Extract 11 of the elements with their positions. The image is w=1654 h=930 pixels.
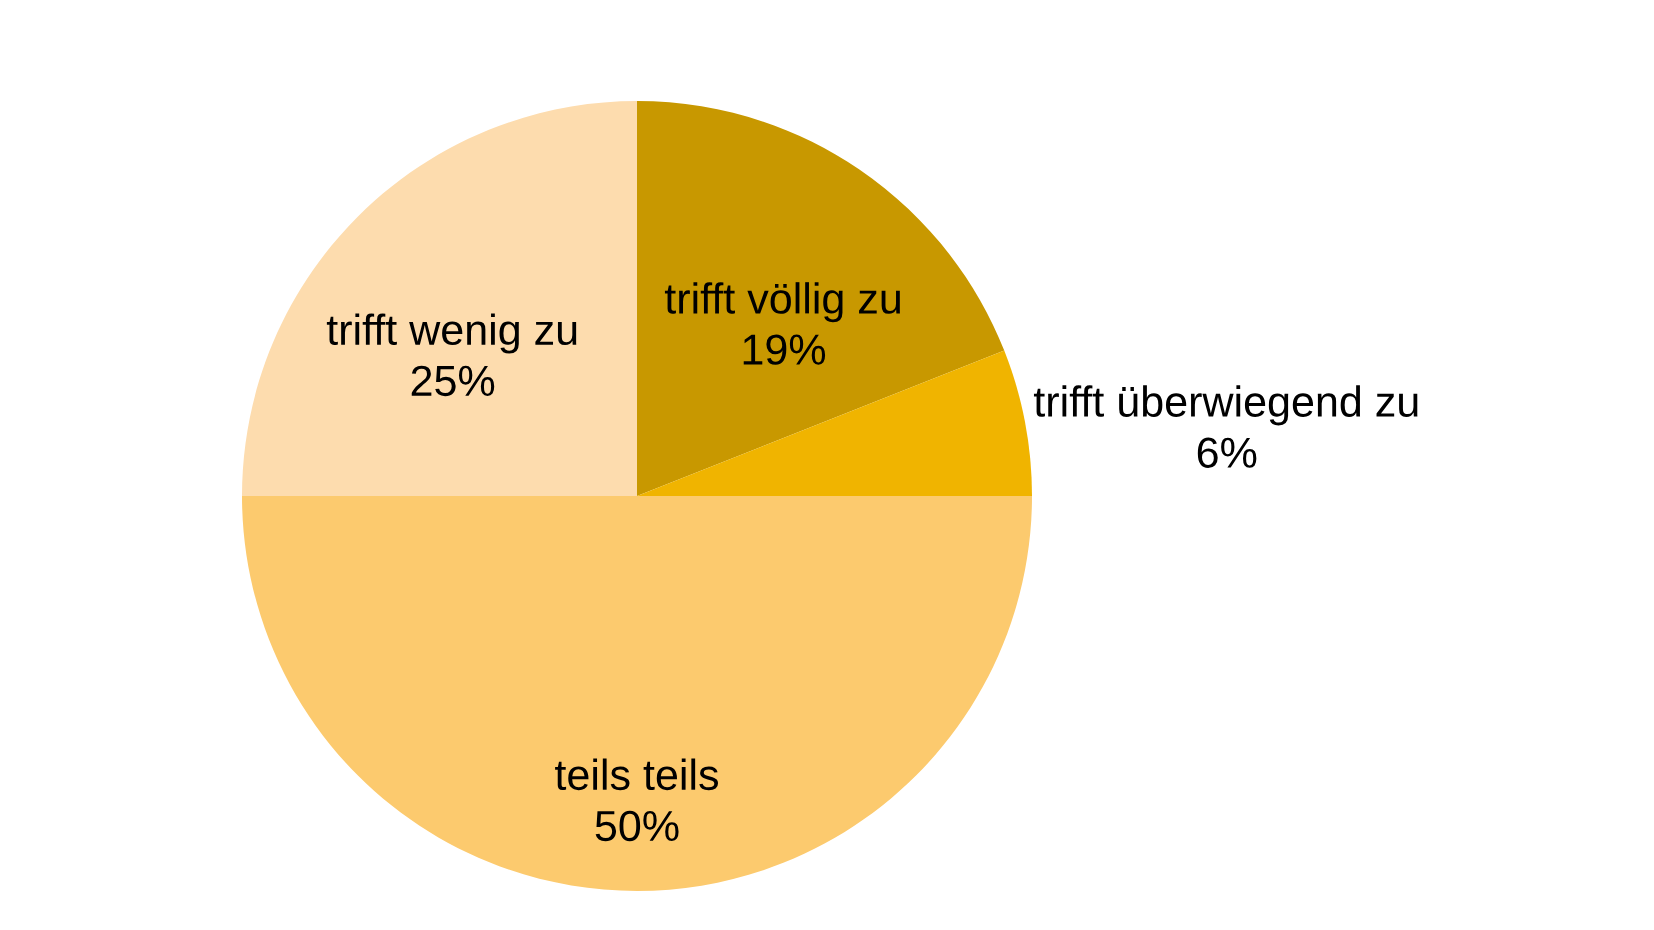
data-label: 6% xyxy=(1197,437,1257,468)
slice-label: trifft wenig zu xyxy=(326,313,577,354)
slice-label: trifft überwiegend zu xyxy=(1033,385,1418,426)
data-label: 25% xyxy=(411,365,495,397)
pie-slice xyxy=(242,101,637,496)
pie-slice xyxy=(242,496,1032,891)
data-label: 19% xyxy=(743,334,826,365)
slice-label: teils teils xyxy=(555,758,718,791)
pie-slice xyxy=(637,101,1005,496)
slice-label: trifft völlig zu xyxy=(664,282,900,323)
data-label: 50% xyxy=(595,810,679,842)
